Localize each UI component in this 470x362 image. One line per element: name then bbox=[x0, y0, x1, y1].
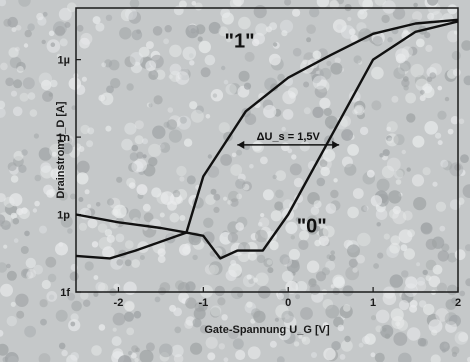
x-tick-label: 1 bbox=[370, 297, 376, 309]
y-tick-label: 1f bbox=[60, 287, 70, 299]
plot-area bbox=[76, 8, 458, 292]
arrow-head-left bbox=[237, 141, 244, 149]
arrow-head-right bbox=[332, 141, 339, 149]
series-line-0 bbox=[76, 20, 458, 233]
x-tick-label: -2 bbox=[114, 297, 124, 309]
delta-u-annotation: ΔU_s = 1,5V bbox=[257, 131, 321, 143]
x-axis-label: Gate-Spannung U_G [V] bbox=[204, 324, 330, 336]
x-tick-label: -1 bbox=[198, 297, 208, 309]
plot-frame bbox=[76, 8, 458, 292]
series-name-label: "0" bbox=[297, 216, 327, 238]
curve-labels: "1" "0" ΔU_s = 1,5V bbox=[225, 30, 340, 237]
x-tick-label: 2 bbox=[455, 297, 461, 309]
y-axis-label: Drainstrom I_D [A] bbox=[55, 101, 67, 199]
series-name-label: "1" bbox=[225, 30, 255, 52]
x-tick-label: 0 bbox=[285, 297, 291, 309]
y-tick-label: 1p bbox=[57, 210, 70, 222]
y-tick-label: 1µ bbox=[58, 55, 70, 67]
